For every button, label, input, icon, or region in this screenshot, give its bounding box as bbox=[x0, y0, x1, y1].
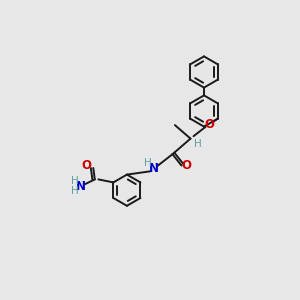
Text: H: H bbox=[71, 186, 79, 197]
Text: O: O bbox=[181, 159, 191, 172]
Text: H: H bbox=[144, 158, 152, 168]
Text: O: O bbox=[204, 118, 214, 131]
Text: H: H bbox=[71, 176, 79, 186]
Text: N: N bbox=[76, 179, 86, 193]
Text: O: O bbox=[82, 159, 92, 172]
Text: N: N bbox=[149, 162, 159, 175]
Text: H: H bbox=[194, 139, 202, 149]
